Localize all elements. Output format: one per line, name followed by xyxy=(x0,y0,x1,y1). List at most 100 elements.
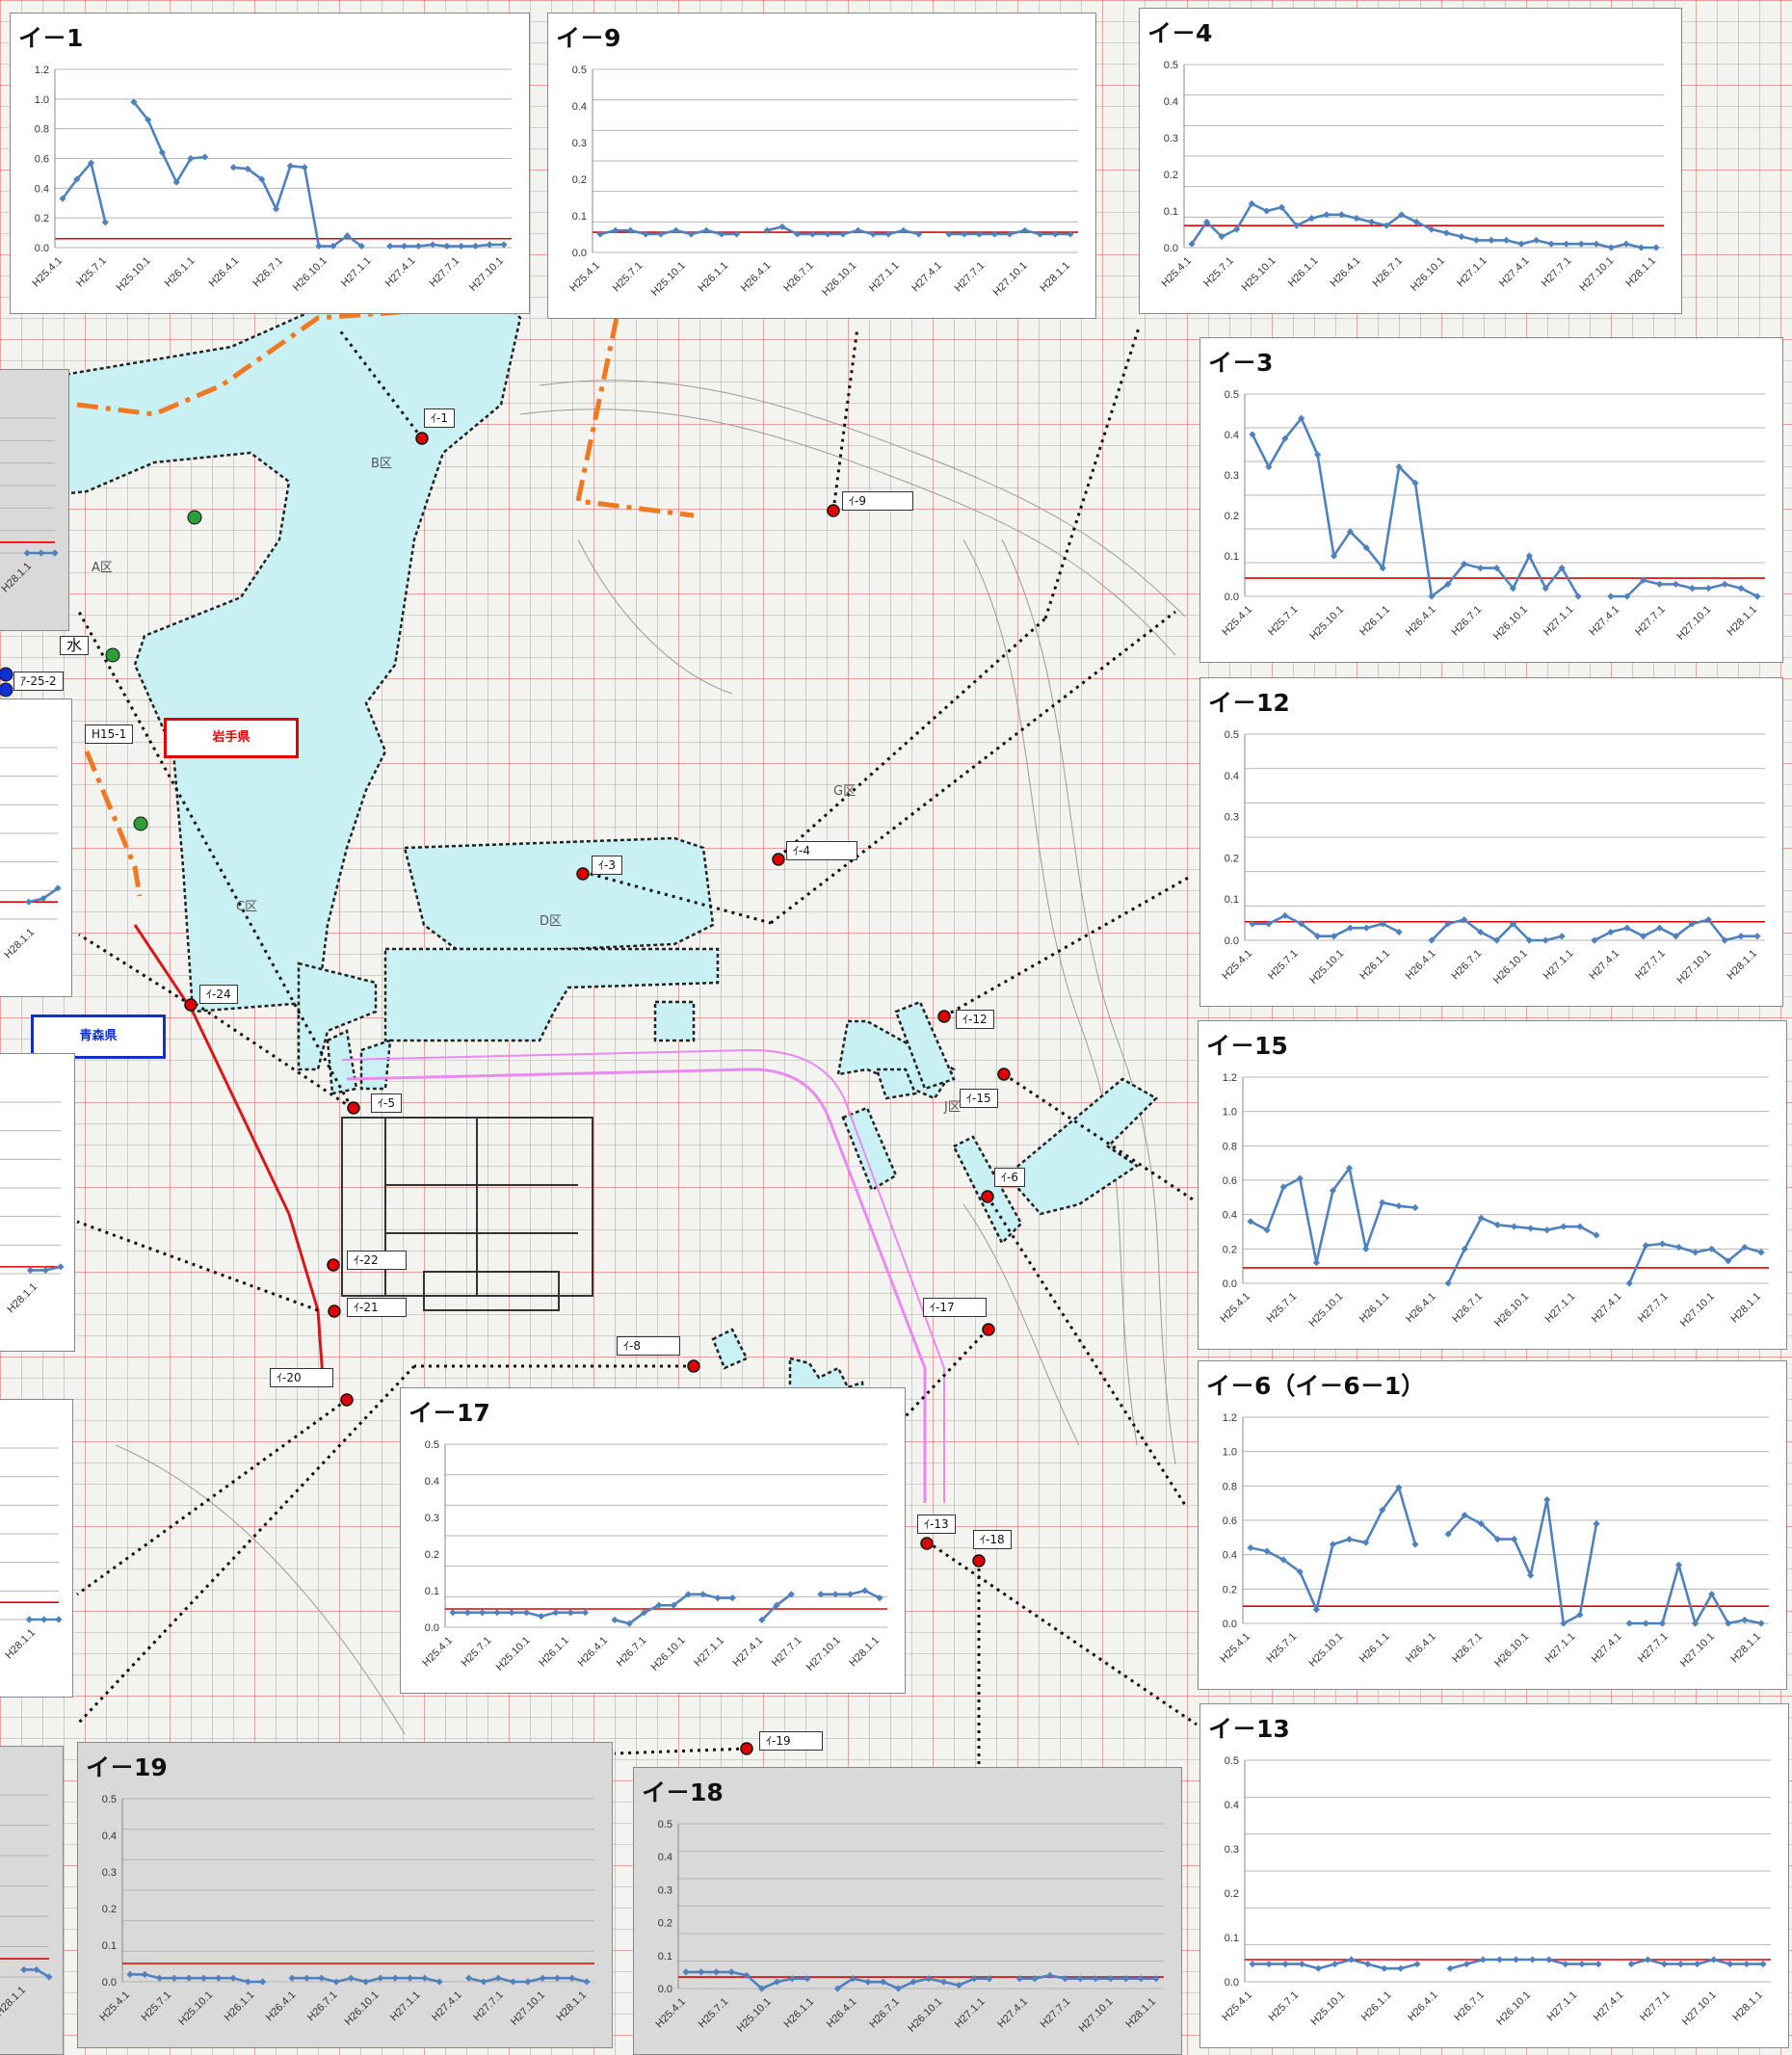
x-tick-label: H27.4.1 xyxy=(731,1635,766,1670)
data-point xyxy=(185,1974,193,1982)
chart-panel-i18: イ－18 0.0 0.1 0.2 0.3 0.4 0.5 H25.4.1 H25.7.1 H25… xyxy=(633,1767,1182,2055)
data-point xyxy=(229,1974,237,1982)
data-point xyxy=(478,1609,487,1617)
data-point xyxy=(1512,1956,1520,1963)
data-point xyxy=(940,1978,948,1986)
data-point xyxy=(1411,1203,1419,1212)
well-label-i18: ｲ-18 xyxy=(973,1530,1012,1549)
data-point xyxy=(1502,236,1511,244)
x-tick-label: H25.10.1 xyxy=(176,1989,215,2028)
x-tick-label: H26.1.1 xyxy=(1359,1989,1394,2024)
series-line xyxy=(1250,1167,1762,1284)
x-tick-label: H25.10.1 xyxy=(1240,255,1278,294)
data-point xyxy=(945,230,953,238)
data-point xyxy=(567,1609,574,1617)
data-point xyxy=(1461,1512,1468,1519)
data-point xyxy=(215,1974,223,1982)
data-point xyxy=(864,1978,872,1986)
x-tick-label: H28.1.1 xyxy=(2,927,37,962)
chart-svg-c12: 0.0 0.1 0.2 0.3 0.4 0.5 H25.4.1 H25.7.1 H25.10.1… xyxy=(1220,729,1765,987)
data-point xyxy=(435,1978,443,1986)
data-point xyxy=(714,1594,722,1602)
x-tick-label: H25.7.1 xyxy=(139,1989,173,2024)
data-point xyxy=(1461,1245,1468,1252)
well-label-i6: ｲ-6 xyxy=(994,1168,1025,1187)
data-point xyxy=(1578,1961,1586,1968)
x-tick-label: H26.4.1 xyxy=(1404,1631,1438,1666)
y-tick-label: 0.5 xyxy=(425,1439,439,1451)
data-point xyxy=(1395,1202,1403,1210)
x-tick-label: H27.4.1 xyxy=(909,260,944,295)
data-point xyxy=(553,1974,562,1982)
data-point xyxy=(961,230,968,238)
chart-title-i1: イ－1 xyxy=(18,24,84,52)
data-point xyxy=(1298,1961,1305,1968)
x-tick-label: H25.10.1 xyxy=(1306,1291,1345,1330)
data-point xyxy=(480,1978,488,1986)
well-label-i1: ｲ-1 xyxy=(424,408,455,428)
data-point xyxy=(1688,920,1696,928)
data-point xyxy=(758,1985,766,1992)
data-point xyxy=(955,1981,962,1989)
data-point xyxy=(1642,1620,1649,1627)
data-point xyxy=(1444,920,1452,928)
data-point xyxy=(1658,1620,1667,1627)
data-point xyxy=(583,1978,591,1986)
data-point xyxy=(1622,240,1630,248)
x-tick-label: H25.4.1 xyxy=(1218,1631,1252,1666)
data-point xyxy=(315,242,323,250)
data-point xyxy=(1347,1956,1356,1963)
data-point xyxy=(141,1970,148,1978)
data-point xyxy=(1625,1620,1633,1627)
chart-panel-i12: イ－12 0.0 0.1 0.2 0.3 0.4 0.5 H25.4.1 H25.7.1 H25… xyxy=(1199,677,1783,1007)
chart-panel-i19: イ－19 0.0 0.1 0.2 0.3 0.4 0.5 H25.4.1 H25.7.1 H25… xyxy=(77,1742,613,2048)
chart-panel-i9: イ－9 0.0 0.1 0.2 0.3 0.4 0.5 H25.4.1 H25.7.1 H25.… xyxy=(547,13,1096,319)
data-point xyxy=(552,1609,560,1617)
y-tick-label: 0.2 xyxy=(1223,1584,1237,1595)
x-tick-label: H27.4.1 xyxy=(995,1996,1030,2031)
data-point xyxy=(1036,230,1044,238)
data-point xyxy=(655,1601,663,1609)
data-point xyxy=(1517,240,1525,248)
chart-title-i13: イ－13 xyxy=(1208,1715,1290,1743)
well-label-i21: ｲ-21 xyxy=(347,1298,407,1317)
data-point xyxy=(493,1609,501,1617)
x-tick-label: H27.7.1 xyxy=(1636,1631,1671,1666)
data-point xyxy=(1076,1975,1084,1983)
y-tick-label: 0.0 xyxy=(102,1977,117,1989)
x-tick-label: H26.1.1 xyxy=(1357,948,1392,983)
data-point xyxy=(229,164,237,171)
chart-svg-c15: 0.0 0.2 0.4 0.6 0.8 1.0 1.2 H25.4.1 H25.7.1 H25.1… xyxy=(1218,1072,1769,1330)
data-point xyxy=(581,1609,590,1617)
data-point xyxy=(687,230,696,238)
data-point xyxy=(1247,1543,1254,1552)
x-tick-label: H26.4.1 xyxy=(1404,948,1438,983)
data-point xyxy=(1265,920,1273,928)
x-tick-label: H25.7.1 xyxy=(74,255,109,290)
data-point xyxy=(1279,1556,1287,1564)
data-point xyxy=(1492,565,1501,572)
chart-panel-i4: イ－4 0.0 0.1 0.2 0.3 0.4 0.5 H25.4.1 H25.7.1 H25.… xyxy=(1139,8,1682,314)
chart-panel-i13: イ－13 0.0 0.1 0.2 0.3 0.4 0.5 H25.4.1 H25.7.1 H25… xyxy=(1199,1703,1789,2048)
data-point xyxy=(1298,414,1305,422)
x-tick-label: H26.7.1 xyxy=(1452,1989,1487,2024)
data-point xyxy=(773,1601,780,1609)
chart-svg-c4: 0.0 0.1 0.2 0.3 0.4 0.5 H25.4.1 H25.7.1 H25.10.1… xyxy=(1159,60,1664,294)
y-tick-label: 0.5 xyxy=(102,1794,117,1805)
data-point xyxy=(1658,1240,1667,1248)
data-point xyxy=(788,1975,796,1983)
series-line xyxy=(1252,914,1757,942)
chart-panel-i3: イ－3 0.0 0.1 0.2 0.3 0.4 0.5 H25.4.1 H25.7.1 H25.… xyxy=(1199,337,1783,663)
data-point xyxy=(670,1601,677,1609)
data-point xyxy=(171,1974,178,1982)
x-tick-label: H27.1.1 xyxy=(1543,1291,1578,1326)
well-label-i19: ｲ-19 xyxy=(759,1731,823,1751)
data-point xyxy=(347,1974,355,1982)
data-point xyxy=(568,1974,576,1982)
data-point xyxy=(1279,1183,1287,1191)
chart-svg-cL1: H28.1.1 xyxy=(0,417,59,594)
y-tick-label: 0.4 xyxy=(572,101,587,113)
y-tick-label: 0.2 xyxy=(1164,170,1178,181)
data-point xyxy=(1692,1620,1700,1627)
x-tick-label: H27.10.1 xyxy=(467,255,506,294)
